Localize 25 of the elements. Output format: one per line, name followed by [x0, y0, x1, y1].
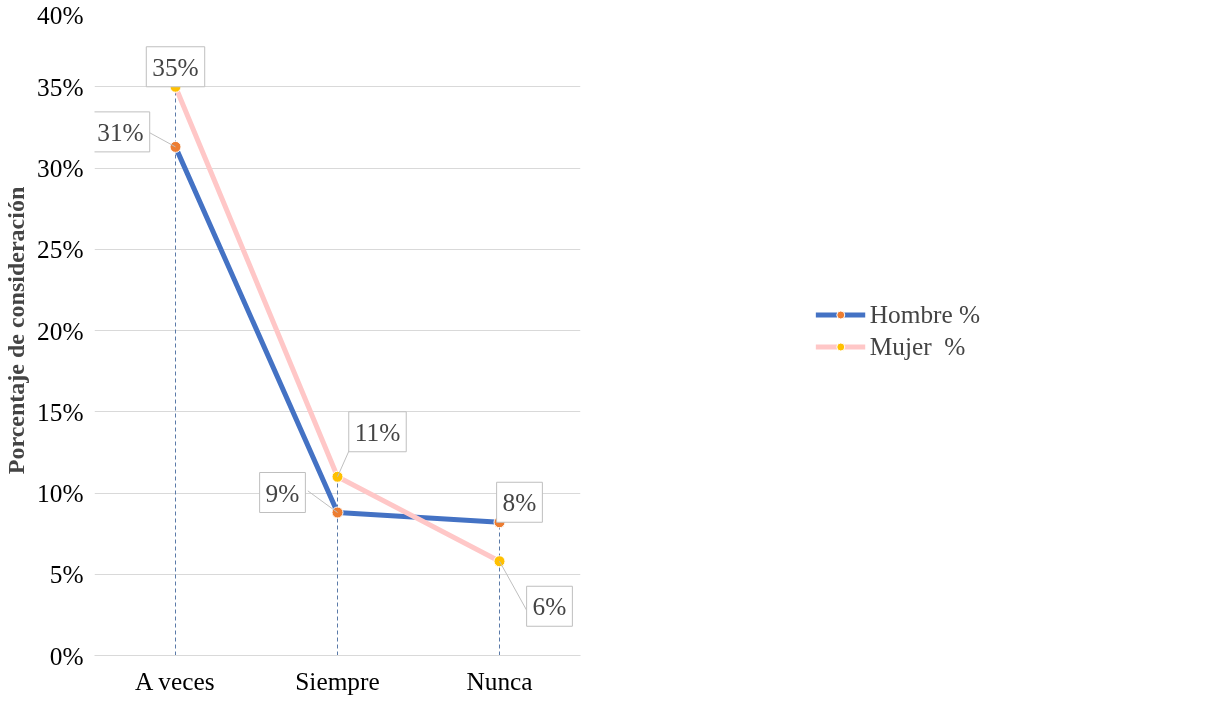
y-tick-label: 5%	[49, 560, 84, 589]
x-tick-label: A veces	[135, 666, 215, 695]
x-tick-label: Nunca	[466, 666, 533, 695]
y-tick-label: 20%	[37, 316, 84, 345]
y-tick-label: 35%	[37, 72, 84, 101]
y-tick-label: 25%	[37, 235, 84, 264]
data-label: 6%	[532, 592, 567, 621]
data-label: 35%	[152, 52, 199, 81]
x-tick-label: Siempre	[295, 666, 380, 695]
data-label: 9%	[265, 478, 300, 507]
data-label: 31%	[97, 117, 144, 146]
data-label: 8%	[502, 488, 537, 517]
y-axis-title: Porcentaje de consideración	[3, 186, 30, 475]
y-tick-label: 15%	[37, 397, 84, 426]
y-tick-label: 0%	[49, 641, 84, 670]
point	[493, 555, 506, 568]
point	[331, 506, 344, 519]
legend-label: Mujer %	[869, 331, 966, 361]
legend-label: Hombre %	[869, 299, 981, 329]
y-tick-label: 30%	[37, 154, 84, 182]
data-label: 11%	[354, 417, 401, 446]
y-tick-label: 40%	[37, 0, 84, 29]
y-tick-label: 10%	[37, 479, 84, 507]
point	[331, 470, 344, 483]
point	[169, 140, 182, 153]
